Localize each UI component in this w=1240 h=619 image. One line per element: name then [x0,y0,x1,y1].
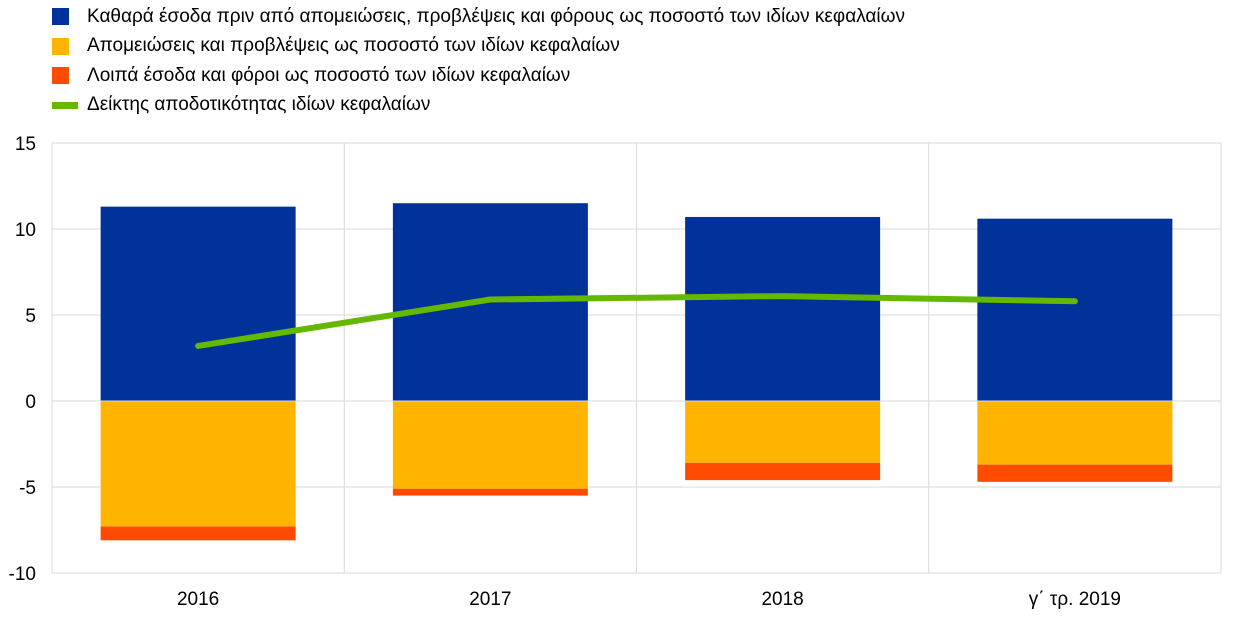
y-tick-label: -5 [19,478,36,499]
y-tick-label: -10 [9,564,36,585]
y-tick-label: 5 [25,306,36,327]
legend-item-impairments: Απομειώσεις και προβλέψεις ως ποσοστό τω… [52,32,905,62]
x-tick-label: 2016 [177,589,219,610]
y-tick-label: 15 [15,134,36,155]
legend-swatch-net-income [52,8,69,26]
y-tick-label: 0 [25,392,36,413]
bar-series1-3 [977,401,1173,465]
bar-series2-3 [977,464,1173,482]
bar-series2-0 [100,526,296,541]
x-tick-label: γ΄ τρ. 2019 [1029,589,1121,610]
legend-item-other-income-taxes: Λοιπά έσοδα και φόροι ως ποσοστό των ιδί… [52,61,905,91]
legend-swatch-impairments [52,37,69,55]
legend-swatch-other-income-taxes [52,67,69,85]
legend: Καθαρά έσοδα πριν από απομειώσεις, προβλ… [52,2,905,120]
x-tick-label: 2018 [761,589,803,610]
legend-label-other-income-taxes: Λοιπά έσοδα και φόροι ως ποσοστό των ιδί… [87,64,571,86]
legend-label-impairments: Απομειώσεις και προβλέψεις ως ποσοστό τω… [87,35,620,57]
legend-item-roe: Δείκτης αποδοτικότητας ιδίων κεφαλαίων [52,91,905,121]
bar-series2-1 [392,488,588,496]
bar-series0-2 [685,216,881,401]
y-tick-label: 10 [15,220,36,241]
legend-item-net-income: Καθαρά έσοδα πριν από απομειώσεις, προβλ… [52,2,905,32]
bar-series1-0 [100,401,296,527]
legend-label-roe: Δείκτης αποδοτικότητας ιδίων κεφαλαίων [87,94,431,116]
roe-line [195,293,1078,349]
bar-series1-2 [685,401,881,463]
legend-label-net-income: Καθαρά έσοδα πριν από απομειώσεις, προβλ… [87,5,905,27]
legend-swatch-roe [52,101,78,109]
x-tick-label: 2017 [469,589,511,610]
bar-series0-3 [977,218,1173,401]
bar-series1-1 [392,401,588,489]
bar-series2-2 [685,462,881,481]
bar-series0-0 [100,206,296,401]
